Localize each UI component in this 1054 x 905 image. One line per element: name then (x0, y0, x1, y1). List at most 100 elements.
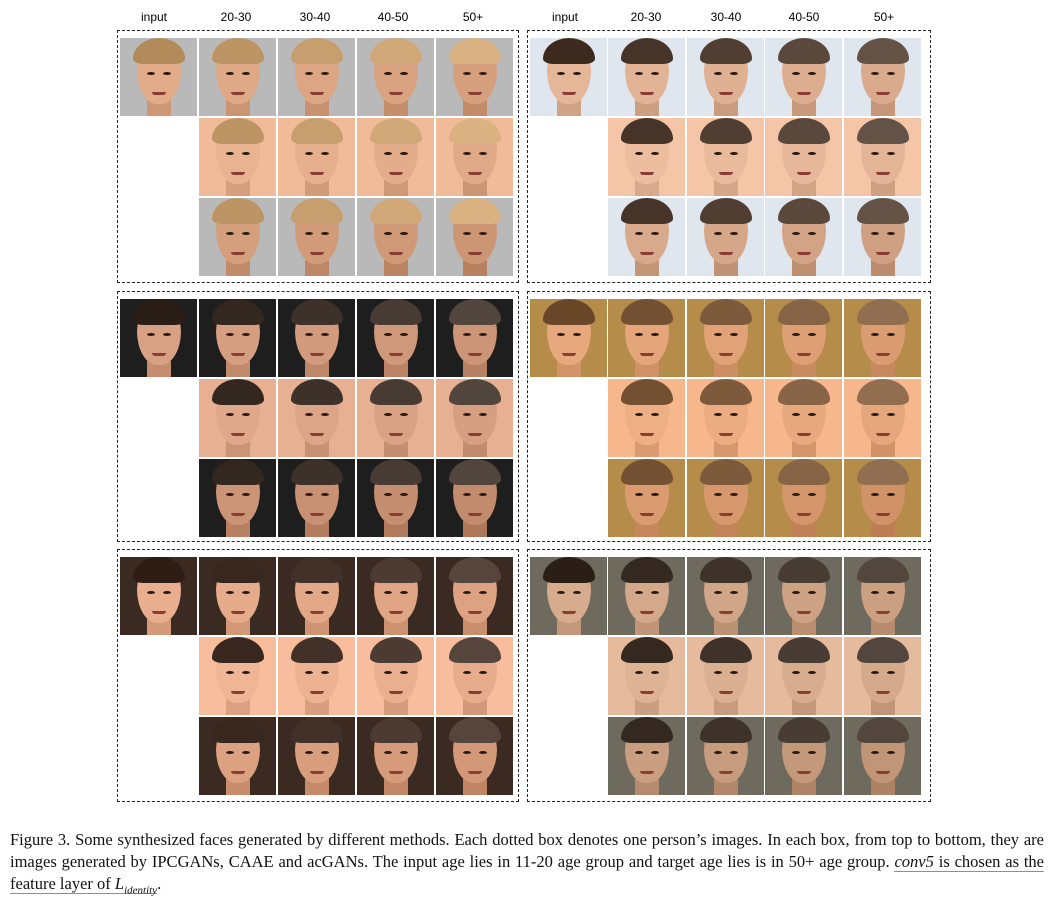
face-thumbnail (199, 717, 276, 795)
face-thumbnail (608, 198, 685, 276)
header-left-input: input (140, 10, 168, 24)
face-thumbnail (357, 637, 434, 715)
face-thumbnail (687, 118, 764, 196)
face-thumbnail (357, 459, 434, 537)
face-thumbnail (608, 379, 685, 457)
face-thumbnail (278, 198, 355, 276)
face-thumbnail (357, 118, 434, 196)
caption-tail: is chosen as the feature layer of (10, 852, 1044, 893)
caption-end: . (157, 874, 162, 893)
face-thumbnail (765, 118, 842, 196)
face-thumbnail (278, 379, 355, 457)
face-thumbnail (844, 459, 921, 537)
header-left-20-30: 20-30 (220, 10, 252, 24)
face-thumbnail (278, 637, 355, 715)
header-right-50plus: 50+ (873, 10, 895, 24)
loss-symbol: L (114, 874, 125, 893)
figure-caption: Figure 3. Some synthesized faces generat… (10, 829, 1044, 901)
face-thumbnail (765, 38, 842, 116)
person-panel (117, 30, 519, 283)
face-thumbnail (608, 637, 685, 715)
face-thumbnail (608, 118, 685, 196)
face-thumbnail (357, 198, 434, 276)
face-thumbnail (687, 717, 764, 795)
face-thumbnail (357, 717, 434, 795)
face-thumbnail (530, 299, 607, 377)
face-thumbnail (278, 299, 355, 377)
figure-label: Figure 3. (10, 830, 71, 849)
face-thumbnail (844, 379, 921, 457)
face-thumbnail (687, 198, 764, 276)
person-panel (527, 291, 931, 542)
face-thumbnail (765, 299, 842, 377)
header-left-30-40: 30-40 (299, 10, 331, 24)
face-thumbnail (765, 459, 842, 537)
face-thumbnail (436, 717, 513, 795)
face-thumbnail (687, 379, 764, 457)
face-thumbnail (278, 118, 355, 196)
face-thumbnail (687, 557, 764, 635)
face-thumbnail (436, 557, 513, 635)
conv-term: conv5 (894, 852, 934, 871)
face-thumbnail (608, 459, 685, 537)
face-thumbnail (687, 299, 764, 377)
face-thumbnail (844, 198, 921, 276)
face-thumbnail (844, 717, 921, 795)
face-thumbnail (436, 637, 513, 715)
face-thumbnail (436, 299, 513, 377)
header-right-input: input (551, 10, 579, 24)
caption-link: conv5 is chosen as the feature layer of … (10, 852, 1044, 897)
face-thumbnail (687, 459, 764, 537)
face-thumbnail (530, 557, 607, 635)
face-thumbnail (278, 38, 355, 116)
loss-subscript: identity (124, 884, 158, 897)
face-thumbnail (199, 557, 276, 635)
face-thumbnail (530, 38, 607, 116)
header-left-40-50: 40-50 (377, 10, 409, 24)
face-thumbnail (120, 557, 197, 635)
face-thumbnail (278, 717, 355, 795)
face-thumbnail (436, 38, 513, 116)
header-right-30-40: 30-40 (710, 10, 742, 24)
person-panel (527, 549, 931, 802)
face-thumbnail (199, 118, 276, 196)
face-thumbnail (199, 379, 276, 457)
caption-text: Some synthesized faces generated by diff… (10, 830, 1044, 871)
face-thumbnail (436, 379, 513, 457)
face-thumbnail (278, 557, 355, 635)
face-thumbnail (436, 118, 513, 196)
face-thumbnail (199, 459, 276, 537)
face-thumbnail (608, 38, 685, 116)
face-thumbnail (357, 557, 434, 635)
face-thumbnail (844, 637, 921, 715)
person-panel (117, 291, 519, 542)
face-thumbnail (436, 198, 513, 276)
face-thumbnail (687, 637, 764, 715)
face-thumbnail (199, 38, 276, 116)
face-thumbnail (844, 38, 921, 116)
face-thumbnail (765, 717, 842, 795)
face-thumbnail (608, 557, 685, 635)
face-thumbnail (120, 38, 197, 116)
face-thumbnail (120, 299, 197, 377)
header-right-20-30: 20-30 (630, 10, 662, 24)
face-thumbnail (278, 459, 355, 537)
face-thumbnail (687, 38, 764, 116)
face-thumbnail (844, 118, 921, 196)
face-thumbnail (199, 637, 276, 715)
face-thumbnail (844, 299, 921, 377)
header-right-40-50: 40-50 (788, 10, 820, 24)
face-thumbnail (608, 717, 685, 795)
face-thumbnail (436, 459, 513, 537)
face-thumbnail (765, 637, 842, 715)
face-thumbnail (357, 38, 434, 116)
face-thumbnail (199, 299, 276, 377)
face-thumbnail (765, 379, 842, 457)
face-thumbnail (608, 299, 685, 377)
person-panel (117, 549, 519, 802)
header-left-50plus: 50+ (462, 10, 484, 24)
face-thumbnail (765, 198, 842, 276)
face-thumbnail (357, 299, 434, 377)
face-thumbnail (357, 379, 434, 457)
face-thumbnail (844, 557, 921, 635)
